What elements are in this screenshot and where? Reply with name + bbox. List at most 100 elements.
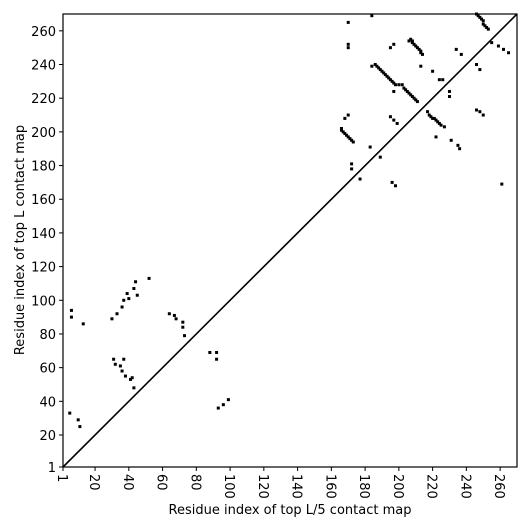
contact-point bbox=[500, 182, 504, 186]
contact-point bbox=[68, 411, 72, 415]
y-tick-label: 40 bbox=[39, 395, 56, 410]
contact-point bbox=[135, 293, 139, 297]
contact-point bbox=[402, 86, 406, 90]
contact-point bbox=[127, 297, 131, 301]
contact-point bbox=[474, 108, 478, 112]
contact-point bbox=[431, 69, 435, 73]
plot-frame bbox=[62, 13, 518, 468]
contact-point bbox=[208, 350, 212, 354]
x-tick-label: 180 bbox=[356, 474, 371, 499]
x-tick-label: 80 bbox=[187, 474, 202, 491]
contact-point bbox=[476, 14, 480, 18]
contact-point bbox=[410, 95, 414, 99]
contact-point bbox=[368, 145, 372, 149]
contact-point bbox=[132, 386, 136, 390]
contact-point bbox=[447, 89, 451, 93]
contact-point bbox=[427, 113, 431, 117]
contact-point bbox=[409, 37, 413, 41]
contact-point bbox=[343, 132, 347, 136]
contact-point bbox=[122, 298, 126, 302]
y-tick-label: 180 bbox=[31, 160, 56, 175]
contact-point bbox=[485, 25, 489, 29]
contact-point bbox=[434, 118, 438, 122]
diagonal bbox=[62, 13, 518, 468]
contact-point bbox=[388, 78, 392, 82]
contact-point bbox=[392, 118, 396, 122]
contact-point bbox=[478, 15, 482, 19]
contact-point bbox=[346, 42, 350, 46]
contact-point bbox=[370, 14, 374, 18]
contact-point bbox=[385, 74, 389, 78]
contact-point bbox=[390, 180, 394, 184]
x-tick-label: 260 bbox=[491, 474, 506, 499]
contact-point bbox=[415, 46, 419, 50]
contact-point bbox=[339, 127, 343, 131]
contact-point bbox=[130, 376, 134, 380]
contact-point bbox=[122, 357, 126, 361]
contact-point bbox=[125, 292, 129, 296]
contact-point bbox=[181, 325, 185, 329]
contact-point bbox=[478, 110, 482, 114]
y-tick-label: 160 bbox=[31, 193, 56, 208]
contact-point bbox=[110, 317, 114, 321]
contact-point bbox=[393, 83, 397, 87]
contact-point bbox=[216, 406, 220, 410]
contact-point bbox=[447, 95, 451, 99]
contact-point bbox=[215, 357, 219, 361]
x-tick-label: 160 bbox=[322, 474, 337, 499]
contact-point bbox=[404, 88, 408, 92]
contact-point bbox=[78, 425, 82, 429]
contact-point bbox=[81, 322, 85, 326]
contact-point bbox=[459, 52, 463, 56]
x-tick-label: 1 bbox=[54, 474, 69, 482]
contact-point bbox=[407, 39, 411, 43]
contact-point bbox=[183, 334, 187, 338]
y-tick-label: 140 bbox=[31, 227, 56, 242]
contact-point bbox=[120, 305, 124, 309]
contact-point bbox=[341, 130, 345, 134]
contact-point bbox=[434, 135, 438, 139]
y-tick-label: 1 bbox=[48, 461, 56, 476]
contact-point bbox=[481, 22, 485, 26]
contact-point bbox=[221, 403, 225, 407]
y-tick-label: 240 bbox=[31, 59, 56, 74]
contact-point bbox=[400, 83, 404, 87]
contact-point bbox=[474, 63, 478, 67]
contact-point bbox=[172, 313, 176, 317]
contact-point bbox=[348, 137, 352, 141]
contact-point bbox=[388, 46, 392, 50]
contact-point bbox=[496, 44, 500, 48]
contact-point bbox=[426, 110, 430, 114]
contact-point bbox=[380, 69, 384, 73]
contact-point bbox=[350, 162, 354, 166]
contact-point bbox=[429, 115, 433, 119]
contact-point bbox=[392, 42, 396, 46]
contact-point bbox=[174, 317, 178, 321]
x-tick-label: 60 bbox=[154, 474, 169, 491]
contact-point bbox=[478, 68, 482, 72]
contact-point bbox=[456, 143, 460, 147]
contact-point bbox=[147, 276, 151, 280]
contact-point bbox=[387, 76, 391, 80]
contact-point bbox=[437, 78, 441, 82]
contact-point bbox=[442, 125, 446, 129]
contact-point bbox=[405, 89, 409, 93]
contact-point bbox=[412, 96, 416, 100]
contact-point bbox=[417, 47, 421, 51]
y-tick-label: 220 bbox=[31, 92, 56, 107]
contact-point bbox=[501, 47, 505, 51]
y-tick-label: 60 bbox=[39, 362, 56, 377]
x-tick-label: 220 bbox=[424, 474, 439, 499]
contact-point bbox=[112, 357, 116, 361]
contact-point bbox=[113, 362, 117, 366]
contact-point bbox=[382, 71, 386, 75]
contact-point bbox=[215, 350, 219, 354]
contact-point bbox=[388, 115, 392, 119]
contact-point bbox=[377, 66, 381, 70]
contact-point bbox=[410, 41, 414, 45]
contact-point bbox=[339, 128, 343, 132]
y-tick-label: 80 bbox=[39, 328, 56, 343]
contact-point bbox=[167, 312, 171, 316]
contact-point bbox=[120, 369, 124, 373]
contact-point bbox=[76, 418, 80, 422]
